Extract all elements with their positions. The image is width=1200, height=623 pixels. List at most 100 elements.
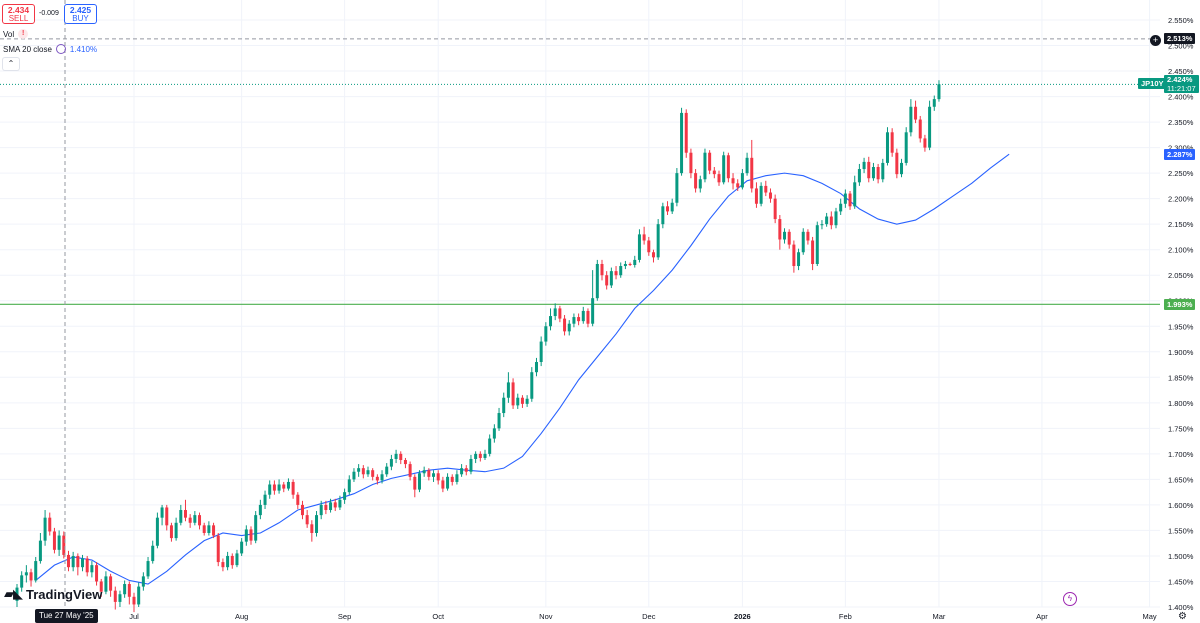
candle-body <box>155 517 159 546</box>
candle-body <box>212 525 216 536</box>
candle-body <box>221 562 225 568</box>
candle-body <box>609 271 613 286</box>
y-tick-label: 2.250% <box>1168 169 1194 178</box>
candle-body <box>357 468 361 472</box>
candle-body <box>188 517 192 523</box>
buy-button[interactable]: 2.425 BUY <box>64 4 97 24</box>
candle-body <box>286 481 290 489</box>
gear-icon[interactable]: ⚙ <box>1178 611 1187 622</box>
candle-body <box>258 504 262 516</box>
candle-body <box>914 106 918 120</box>
candle-body <box>422 470 426 474</box>
sell-price: 2.434 <box>7 5 30 15</box>
candle-body <box>628 263 632 266</box>
candle-body <box>534 361 538 373</box>
plus-icon[interactable]: + <box>1150 35 1161 46</box>
candle-body <box>577 317 581 322</box>
y-tick-label: 2.050% <box>1168 271 1194 280</box>
candle-body <box>34 561 38 581</box>
candle-body <box>123 584 127 595</box>
candle-body <box>66 554 70 568</box>
candle-body <box>923 138 927 148</box>
y-tick-label: 2.500% <box>1168 42 1194 51</box>
y-tick-label: 1.550% <box>1168 526 1194 535</box>
candle-body <box>572 317 576 324</box>
collapse-legend-button[interactable]: ⌃ <box>2 57 20 71</box>
candle-body <box>689 152 693 174</box>
candle-body <box>871 167 875 179</box>
candle-body <box>483 453 487 458</box>
x-tick-label: Nov <box>539 612 553 621</box>
candle-body <box>151 545 155 562</box>
candle-body <box>633 259 637 266</box>
candle-body <box>403 459 407 465</box>
tradingview-logo[interactable]: ▰◣ TradingView <box>4 586 102 602</box>
warning-icon[interactable]: ! <box>18 29 29 39</box>
candle-body <box>600 263 604 276</box>
candle-body <box>675 173 679 203</box>
candle-body <box>118 594 122 602</box>
sma-label: SMA 20 close <box>3 44 52 54</box>
candle-body <box>427 470 431 477</box>
candle-body <box>366 470 370 475</box>
y-tick-label: 2.350% <box>1168 118 1194 127</box>
candle-body <box>581 310 585 322</box>
candle-body <box>300 504 304 516</box>
x-tick-label: Aug <box>235 612 248 621</box>
lightning-icon[interactable]: ϟ <box>1063 592 1077 606</box>
candle-body <box>614 271 618 276</box>
y-tick-label: 1.700% <box>1168 450 1194 459</box>
candle-body <box>694 173 698 189</box>
candle-body <box>343 492 347 500</box>
candle-body <box>38 540 42 562</box>
y-tick-label: 2.300% <box>1168 144 1194 153</box>
price-axis[interactable]: 1.400% 1.450% 1.500% 1.550% 1.600% 1.650% 1.70… <box>1168 16 1194 612</box>
candle-body <box>918 119 922 139</box>
candle-body <box>460 468 464 475</box>
candle-body <box>244 529 248 542</box>
candle-body <box>450 476 454 482</box>
candle-body <box>651 252 655 258</box>
sma-settings-icon[interactable] <box>55 44 66 54</box>
y-tick-label: 1.800% <box>1168 399 1194 408</box>
candle-body <box>333 502 337 508</box>
sell-label: SELL <box>8 13 29 23</box>
candle-body <box>890 132 894 153</box>
candle-body <box>347 479 351 493</box>
crosshair-price-tag: 2.513% <box>1164 33 1196 45</box>
candle-body <box>492 428 496 439</box>
candle-body <box>132 596 136 605</box>
candle-body <box>305 515 309 525</box>
candle-body <box>29 572 33 581</box>
candle-body <box>408 464 412 477</box>
candle-body <box>169 525 173 539</box>
candle-body <box>160 507 164 518</box>
candle-body <box>57 535 61 550</box>
sell-button[interactable]: 2.434 SELL <box>2 4 35 24</box>
candle-body <box>876 167 880 180</box>
candle-body <box>329 502 333 511</box>
last-price-tag: 2.424% 11:21:07 <box>1164 75 1199 94</box>
candle-body <box>768 192 772 199</box>
candle-body <box>661 206 665 225</box>
candle-body <box>820 224 824 226</box>
candle-body <box>703 152 707 180</box>
crosshair-date-label: Tue 27 May '25 <box>35 609 98 623</box>
candle-body <box>76 555 80 568</box>
legend-vol[interactable]: Vol ! <box>3 29 29 39</box>
candle-body <box>165 507 169 526</box>
time-axis[interactable]: Jul Aug Sep Oct Nov Dec 2026 Feb Mar Apr May <box>129 612 1157 621</box>
candle-body <box>553 308 557 317</box>
candle-body <box>806 231 810 241</box>
spread-value: -0.009 <box>39 10 59 17</box>
candle-body <box>446 476 450 489</box>
y-tick-label: 2.450% <box>1168 67 1194 76</box>
legend-sma[interactable]: SMA 20 close 1.410% <box>3 44 97 54</box>
y-tick-label: 2.400% <box>1168 93 1194 102</box>
candle-body <box>563 318 567 332</box>
candle-body <box>141 576 145 587</box>
candle-body <box>371 470 375 477</box>
crosshair-lines <box>0 0 1160 607</box>
candle-body <box>263 494 267 505</box>
